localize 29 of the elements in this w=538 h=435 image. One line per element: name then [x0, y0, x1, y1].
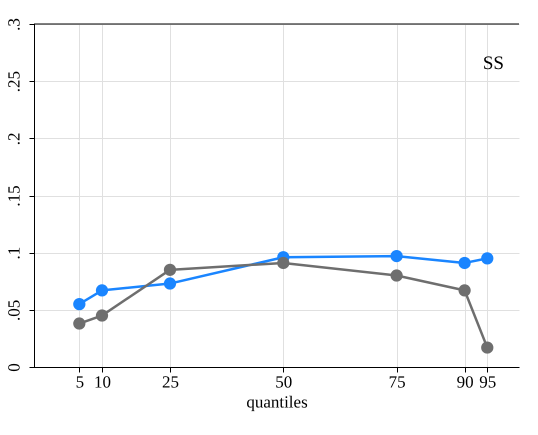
x-tick-label: 5 — [76, 372, 84, 392]
point — [458, 284, 471, 297]
x-tick-label: 10 — [94, 372, 111, 392]
x-tick-label: 95 — [479, 372, 496, 392]
y-tick-label: .15 — [4, 185, 24, 207]
point — [164, 277, 176, 290]
y-tick-label: .05 — [4, 300, 24, 321]
y-tick-label: .25 — [4, 71, 24, 92]
y-tick-label: .3 — [4, 18, 24, 31]
x-tick-label: 25 — [162, 372, 179, 392]
point — [481, 341, 494, 354]
y-tick-label: .1 — [4, 246, 24, 260]
point — [96, 284, 108, 297]
x-axis-title: quantiles — [246, 392, 308, 412]
point — [73, 317, 86, 330]
point — [96, 309, 108, 322]
point — [481, 252, 494, 264]
x-tick-label: 90 — [456, 372, 474, 392]
y-tick-label: .2 — [4, 132, 24, 146]
x-tick-label: 50 — [275, 372, 292, 392]
point — [277, 256, 290, 270]
point — [73, 298, 86, 310]
x-tick-label: 75 — [388, 372, 406, 392]
annotation: SS — [482, 53, 504, 74]
point — [164, 264, 176, 276]
point — [390, 250, 403, 262]
point — [458, 256, 471, 270]
y-tick-label: 0 — [4, 363, 24, 372]
point — [390, 269, 403, 282]
